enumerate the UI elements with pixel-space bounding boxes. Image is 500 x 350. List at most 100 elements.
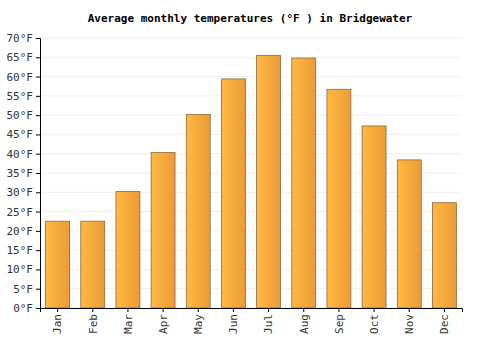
- x-tick-mark: [57, 308, 58, 312]
- y-tick: 65°F: [7, 51, 41, 64]
- y-tick-mark: [36, 173, 40, 174]
- x-tick-mark: [92, 308, 93, 312]
- x-axis: Jan Feb Mar Apr May Jun Jul Aug Sep Oct Nov Dec: [41, 308, 463, 334]
- y-tick-mark: [36, 231, 40, 232]
- y-tick-mark: [36, 250, 40, 251]
- bar: [186, 114, 210, 308]
- grid-line: [40, 95, 462, 96]
- y-tick-mark: [36, 192, 40, 193]
- x-tick-mark: [233, 308, 234, 312]
- x-tick-mark: [303, 308, 304, 312]
- y-tick-label: 35°F: [7, 167, 34, 180]
- x-tick-mark: [163, 308, 164, 312]
- y-tick-mark: [36, 269, 40, 270]
- x-tick: Dec: [438, 308, 451, 334]
- y-tick-label: 0°F: [13, 302, 33, 315]
- bar: [257, 55, 281, 308]
- y-tick: 0°F: [13, 302, 40, 315]
- chart: 0°F 5°F 10°F 15°F 20°F 25°F 30°F 35°F 40°F 45°F 50…: [0, 0, 500, 350]
- y-tick-label: 55°F: [7, 90, 34, 103]
- y-tick: 50°F: [7, 109, 41, 122]
- y-axis: 0°F 5°F 10°F 15°F 20°F 25°F 30°F 35°F 40°F 45°F 50…: [7, 32, 41, 315]
- y-tick: 25°F: [7, 206, 41, 219]
- x-tick-label: Dec: [438, 314, 451, 334]
- grid-line: [40, 76, 462, 77]
- bar: [151, 153, 175, 308]
- y-tick: 55°F: [7, 90, 41, 103]
- bar: [362, 126, 386, 308]
- bar: [292, 58, 316, 308]
- y-tick-label: 40°F: [7, 148, 34, 161]
- x-tick-label: Nov: [403, 314, 416, 334]
- x-tick-mark: [374, 308, 375, 312]
- x-tick: Nov: [403, 308, 416, 334]
- x-tick-label: Sep: [333, 314, 346, 334]
- y-tick: 45°F: [7, 128, 41, 141]
- x-tick: Jun: [227, 308, 240, 334]
- y-tick: 20°F: [7, 225, 41, 238]
- x-tick-label: Jun: [227, 314, 240, 334]
- x-tick-label: Feb: [87, 314, 100, 334]
- y-tick-label: 70°F: [7, 32, 34, 45]
- x-tick-mark: [127, 308, 128, 312]
- grid-line: [40, 57, 462, 58]
- x-tick-label: Jan: [51, 314, 64, 334]
- plot: 0°F 5°F 10°F 15°F 20°F 25°F 30°F 35°F 40°F 45°F 50…: [7, 32, 463, 334]
- y-tick: 30°F: [7, 186, 41, 199]
- y-tick-label: 45°F: [7, 128, 34, 141]
- x-tick-mark: [268, 308, 269, 312]
- y-tick-label: 65°F: [7, 51, 34, 64]
- bar: [116, 192, 140, 308]
- grid-line: [40, 38, 462, 39]
- x-tick-label: Mar: [122, 314, 135, 334]
- x-tick-label: May: [192, 314, 205, 334]
- y-tick: 15°F: [7, 244, 41, 257]
- y-tick-label: 20°F: [7, 225, 34, 238]
- y-tick-mark: [36, 77, 40, 78]
- y-tick-label: 25°F: [7, 206, 34, 219]
- y-tick-label: 15°F: [7, 244, 34, 257]
- y-tick-label: 50°F: [7, 109, 34, 122]
- y-tick-mark: [36, 57, 40, 58]
- x-tick: Jan: [51, 308, 64, 334]
- bar: [397, 160, 421, 308]
- x-tick-mark: [444, 308, 445, 312]
- x-tick: Jul: [262, 308, 275, 334]
- x-tick-mark: [409, 308, 410, 312]
- bars: [46, 55, 457, 308]
- y-axis-line: [36, 39, 41, 309]
- bar: [432, 203, 456, 308]
- y-tick-mark: [36, 96, 40, 97]
- y-tick-label: 60°F: [7, 71, 34, 84]
- bar: [46, 221, 70, 308]
- grid-line: [40, 134, 462, 135]
- x-tick-mark: [198, 308, 199, 312]
- x-tick: Apr: [157, 308, 170, 334]
- y-tick-label: 5°F: [13, 283, 33, 296]
- bar: [81, 221, 105, 308]
- x-tick: Feb: [87, 308, 100, 334]
- grid: [40, 38, 462, 308]
- y-tick: 5°F: [13, 283, 40, 296]
- x-tick: Oct: [368, 308, 381, 334]
- x-tick-label: Oct: [368, 314, 381, 334]
- x-tick-label: Jul: [262, 314, 275, 334]
- bar: [221, 79, 245, 308]
- y-tick-mark: [36, 38, 40, 39]
- x-tick: Sep: [333, 308, 346, 334]
- y-tick-mark: [36, 154, 40, 155]
- title: Average monthly temperatures (°F ) in Br…: [88, 12, 413, 25]
- x-tick-mark: [338, 308, 339, 312]
- y-tick-label: 10°F: [7, 263, 34, 276]
- grid-line: [40, 115, 462, 116]
- x-axis-line: [41, 309, 463, 313]
- y-tick-mark: [36, 115, 40, 116]
- x-tick: Aug: [298, 308, 311, 334]
- x-tick-label: Aug: [298, 314, 311, 334]
- y-tick-mark: [36, 212, 40, 213]
- grid-line: [40, 153, 462, 154]
- bar: [327, 89, 351, 308]
- y-tick-label: 30°F: [7, 186, 34, 199]
- x-tick-label: Apr: [157, 314, 170, 334]
- y-tick: 35°F: [7, 167, 41, 180]
